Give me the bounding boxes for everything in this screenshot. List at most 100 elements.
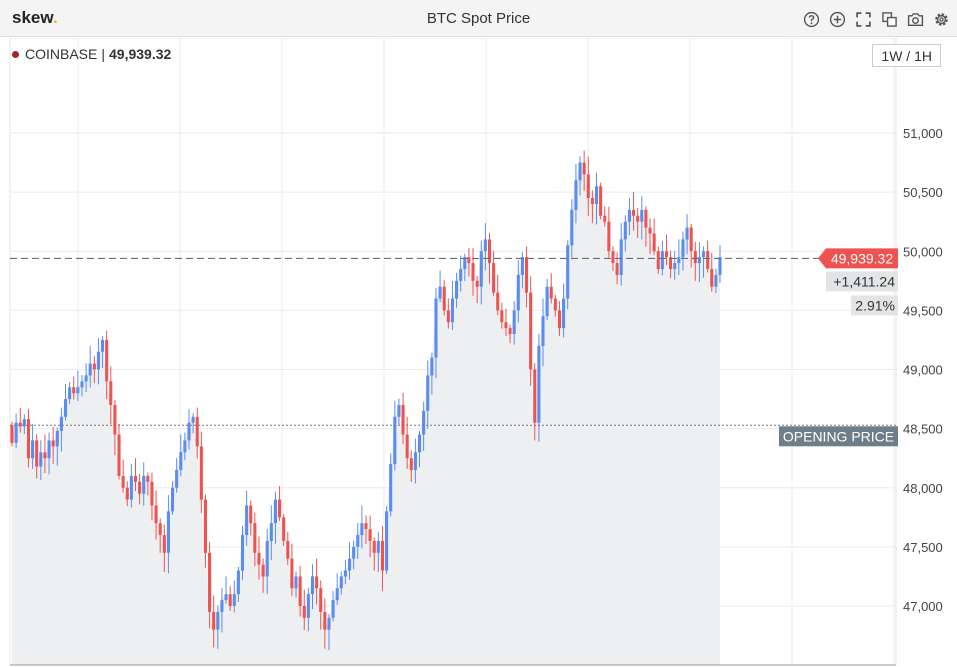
candle-body[interactable]	[607, 221, 611, 252]
candle-body[interactable]	[26, 419, 31, 459]
candle-body[interactable]	[438, 286, 442, 299]
candle-body[interactable]	[669, 257, 673, 269]
candle-body[interactable]	[467, 257, 471, 264]
candle-body[interactable]	[199, 446, 203, 500]
candle-body[interactable]	[158, 523, 162, 536]
camera-icon[interactable]	[905, 9, 925, 29]
candle-body[interactable]	[397, 404, 401, 417]
candle-body[interactable]	[459, 268, 463, 281]
candle-body[interactable]	[483, 239, 487, 252]
candle-body[interactable]	[315, 576, 319, 589]
candle-body[interactable]	[356, 535, 360, 547]
candle-body[interactable]	[549, 286, 553, 299]
candle-body[interactable]	[524, 257, 529, 293]
candle-body[interactable]	[508, 328, 512, 335]
candle-body[interactable]	[471, 263, 475, 281]
candle-body[interactable]	[216, 611, 220, 630]
candle-body[interactable]	[701, 251, 706, 258]
candle-body[interactable]	[352, 546, 356, 559]
candle-body[interactable]	[335, 588, 339, 601]
candle-body[interactable]	[265, 540, 269, 577]
candle-body[interactable]	[261, 564, 265, 577]
candle-body[interactable]	[72, 387, 76, 394]
candle-body[interactable]	[51, 440, 55, 447]
candle-body[interactable]	[154, 505, 158, 524]
candle-body[interactable]	[327, 617, 331, 630]
fullscreen-icon[interactable]	[853, 9, 873, 29]
candle-body[interactable]	[434, 298, 438, 358]
candle-body[interactable]	[492, 263, 496, 293]
candle-body[interactable]	[347, 558, 352, 571]
candle-body[interactable]	[306, 594, 310, 618]
candle-body[interactable]	[537, 345, 541, 423]
candle-body[interactable]	[380, 540, 385, 571]
candle-body[interactable]	[405, 434, 409, 459]
candle-body[interactable]	[417, 434, 422, 453]
candle-body[interactable]	[615, 263, 619, 275]
candle-body[interactable]	[228, 594, 232, 606]
candle-body[interactable]	[76, 387, 80, 394]
candle-body[interactable]	[88, 363, 92, 376]
candle-body[interactable]	[101, 339, 105, 352]
candle-body[interactable]	[706, 251, 710, 269]
candle-body[interactable]	[240, 535, 245, 571]
candle-body[interactable]	[644, 209, 648, 228]
chart-area[interactable]: 47,000 47,500 48,000 48,500 49,000 49,500 50,0…	[0, 38, 957, 667]
candle-body[interactable]	[150, 481, 154, 506]
candle-body[interactable]	[582, 162, 586, 175]
candle-body[interactable]	[660, 251, 664, 269]
candle-body[interactable]	[146, 475, 150, 482]
candle-body[interactable]	[179, 452, 183, 471]
add-icon[interactable]	[827, 9, 847, 29]
candle-body[interactable]	[162, 535, 166, 553]
candle-body[interactable]	[47, 440, 51, 459]
candle-body[interactable]	[282, 517, 286, 541]
candle-body[interactable]	[442, 286, 446, 311]
candle-body[interactable]	[401, 404, 405, 435]
candle-body[interactable]	[693, 251, 697, 264]
candle-body[interactable]	[22, 419, 26, 427]
candle-body[interactable]	[533, 369, 537, 423]
candle-body[interactable]	[331, 600, 335, 618]
candle-body[interactable]	[677, 257, 681, 264]
candle-body[interactable]	[529, 292, 533, 370]
candle-body[interactable]	[578, 162, 582, 181]
candle-body[interactable]	[496, 292, 500, 311]
candle-body[interactable]	[603, 215, 607, 222]
candle-body[interactable]	[623, 221, 627, 240]
candle-body[interactable]	[84, 375, 88, 382]
candle-body[interactable]	[129, 475, 133, 500]
candle-body[interactable]	[68, 387, 72, 400]
candle-body[interactable]	[393, 416, 397, 465]
candle-body[interactable]	[138, 481, 142, 494]
candle-body[interactable]	[43, 452, 47, 459]
candle-body[interactable]	[212, 611, 216, 630]
candle-body[interactable]	[512, 310, 516, 335]
candle-body[interactable]	[195, 416, 199, 447]
candle-body[interactable]	[10, 425, 14, 443]
candle-body[interactable]	[35, 440, 39, 467]
candle-body[interactable]	[191, 416, 195, 423]
candle-body[interactable]	[368, 529, 372, 541]
candle-body[interactable]	[376, 540, 380, 553]
candle-body[interactable]	[125, 487, 129, 500]
candle-body[interactable]	[652, 233, 656, 252]
candle-body[interactable]	[273, 499, 277, 524]
candle-body[interactable]	[109, 381, 113, 405]
candle-body[interactable]	[566, 245, 570, 299]
candle-body[interactable]	[166, 511, 170, 553]
candle-body[interactable]	[685, 227, 689, 240]
candle-body[interactable]	[245, 505, 249, 536]
candle-body[interactable]	[121, 475, 125, 488]
candle-body[interactable]	[92, 363, 96, 370]
candle-body[interactable]	[220, 600, 224, 612]
candle-body[interactable]	[310, 576, 315, 595]
candle-body[interactable]	[286, 540, 290, 559]
candle-body[interactable]	[96, 351, 100, 370]
candle-body[interactable]	[541, 316, 545, 346]
candle-body[interactable]	[689, 227, 693, 252]
candle-body[interactable]	[203, 499, 208, 553]
candle-body[interactable]	[619, 239, 623, 275]
skew-logo[interactable]: skew.	[12, 8, 58, 28]
candle-body[interactable]	[446, 310, 450, 323]
